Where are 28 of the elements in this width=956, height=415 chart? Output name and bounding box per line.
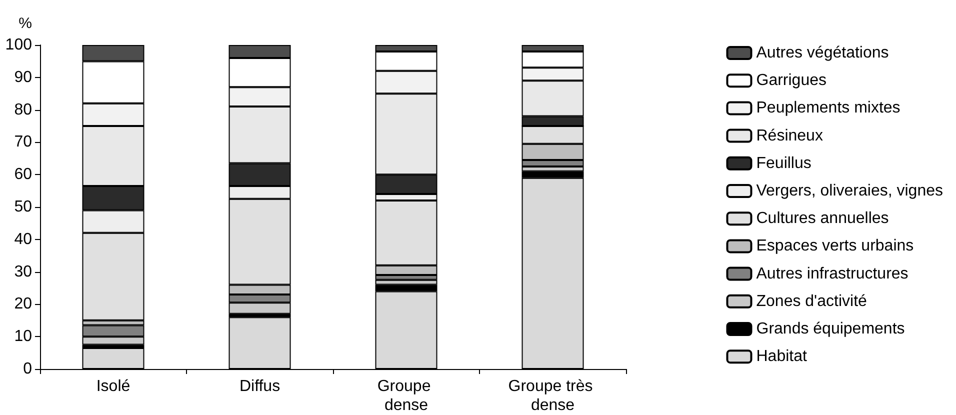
x-tick-label: Groupe dense — [377, 378, 436, 414]
legend-label: Résineux — [756, 127, 823, 144]
y-tick-label: 100 — [5, 36, 32, 54]
legend-label: Garrigues — [756, 72, 826, 90]
y-tick-label: 50 — [14, 198, 32, 216]
y-tick-label: 20 — [14, 296, 32, 313]
y-axis-title: % — [18, 15, 32, 32]
legend-label: Habitat — [756, 348, 808, 366]
legend-label: Peuplements mixtes — [756, 100, 900, 117]
y-tick-label: 60 — [14, 166, 32, 184]
legend-label: Autres infrastructures — [756, 265, 908, 282]
y-tick-label: 30 — [14, 263, 32, 280]
y-tick-label: 80 — [14, 101, 32, 118]
x-tick-label: Diffus — [239, 378, 280, 395]
legend-label: Grands équipements — [756, 320, 905, 338]
y-tick-label: 70 — [14, 134, 32, 151]
legend-label: Espaces verts urbains — [756, 238, 914, 255]
legend-label: Autres végétations — [756, 44, 889, 62]
legend-label: Vergers, oliveraies, vignes — [756, 182, 944, 200]
y-tick-label: 90 — [14, 68, 32, 86]
x-tick-label: Groupe très dense — [508, 378, 598, 414]
y-tick-label: 10 — [14, 328, 32, 346]
x-tick-label: Isolé — [96, 378, 130, 395]
y-tick-label: 40 — [14, 230, 32, 248]
legend-label: Zones d'activité — [756, 292, 868, 310]
legend-label: Cultures annuelles — [756, 210, 889, 228]
y-tick-label: 0 — [23, 360, 32, 378]
legend-label: Feuillus — [756, 154, 812, 172]
